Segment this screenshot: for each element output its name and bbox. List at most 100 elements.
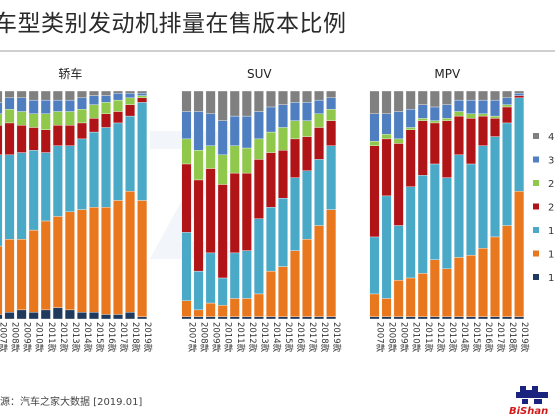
- bar-segment: [381, 298, 392, 317]
- bar-segment: [253, 316, 264, 320]
- bar-segment: [40, 99, 51, 114]
- bar-segment: [253, 218, 264, 295]
- bar-segment: [478, 248, 488, 317]
- bar-segment: [217, 305, 228, 317]
- bar-segment: [16, 239, 27, 311]
- bar-segment: [314, 159, 325, 226]
- panel-title: MPV: [434, 67, 461, 81]
- bar-segment: [137, 97, 148, 103]
- x-tick-label: 2015款: [94, 322, 105, 353]
- bar-segment: [113, 111, 123, 124]
- bar-segment: [417, 90, 428, 105]
- bar-segment: [89, 104, 99, 119]
- x-tick-label: 2019款: [142, 322, 153, 353]
- x-tick-label: 2019款: [519, 322, 530, 353]
- bar-segment: [265, 90, 276, 108]
- bar-segment: [28, 229, 39, 313]
- bar-segment: [490, 99, 500, 117]
- bar-segment: [52, 307, 63, 320]
- bar-segment: [265, 131, 276, 153]
- bar-segment: [265, 207, 276, 272]
- bar-segment: [369, 140, 380, 146]
- bar-segment: [40, 309, 51, 320]
- bar-segment: [393, 138, 404, 144]
- x-tick-label: 2007款: [375, 322, 386, 353]
- x-tick-label: 2010款: [411, 322, 422, 353]
- legend-swatch: [533, 274, 539, 280]
- bar-segment: [466, 254, 476, 317]
- bar-segment: [429, 120, 440, 124]
- x-tick-label: 2018款: [507, 322, 518, 353]
- bar-segment: [0, 113, 3, 126]
- legend-label: 1: [548, 226, 554, 237]
- bar-segment: [89, 90, 99, 96]
- bar-segment: [64, 90, 75, 101]
- bar-segment: [217, 90, 228, 121]
- bar-segment: [229, 252, 240, 299]
- bar-segment: [453, 111, 464, 117]
- bar-segment: [393, 280, 404, 317]
- bar-segment: [89, 311, 99, 320]
- bar-segment: [229, 145, 240, 174]
- bar-segment: [193, 150, 204, 181]
- bar-segment: [217, 154, 228, 185]
- bar-segment: [16, 152, 27, 240]
- bar-segment: [40, 90, 51, 101]
- bar-segment: [205, 252, 216, 304]
- bar-segment: [64, 211, 75, 311]
- bar-segment: [369, 316, 380, 320]
- x-tick-label: 2018款: [130, 322, 141, 353]
- legend-swatch: [533, 227, 539, 233]
- bar-segment: [466, 316, 476, 320]
- x-tick-label: 2017款: [307, 322, 318, 353]
- bar-segment: [514, 191, 525, 317]
- bar-segment: [369, 90, 380, 114]
- legend-label: 1: [548, 273, 554, 284]
- bar-segment: [52, 90, 63, 101]
- bar-segment: [76, 122, 87, 140]
- x-tick-label: 2007款: [187, 322, 198, 353]
- bar-segment: [393, 143, 404, 226]
- bar-segment: [40, 152, 51, 222]
- bar-segment: [181, 163, 192, 233]
- bar-segment: [326, 90, 337, 99]
- x-tick-label: 2014款: [271, 322, 282, 353]
- bar-segment: [441, 118, 452, 121]
- bar-segment: [369, 145, 380, 238]
- bar-segment: [28, 127, 39, 151]
- bar-segment: [369, 293, 380, 317]
- x-tick-label: 2009款: [399, 322, 410, 353]
- bar-segment: [181, 316, 192, 320]
- bar-segment: [278, 266, 288, 317]
- bar-segment: [453, 316, 464, 320]
- bar-segment: [4, 90, 15, 99]
- bar-segment: [514, 316, 525, 320]
- bar-segment: [502, 104, 513, 108]
- bar-segment: [369, 113, 380, 142]
- bar-segment: [514, 93, 525, 96]
- bar-segment: [193, 270, 204, 311]
- bar-segment: [16, 125, 27, 153]
- bar-segment: [429, 90, 440, 108]
- x-tick-label: 2008款: [199, 322, 210, 353]
- bar-segment: [40, 129, 51, 153]
- bar-segment: [113, 90, 123, 94]
- bar-segment: [429, 259, 440, 317]
- bar-segment: [453, 257, 464, 317]
- panel-title: SUV: [247, 67, 272, 81]
- bar-segment: [502, 106, 513, 124]
- bar-segment: [490, 90, 500, 101]
- bar-segment: [502, 90, 513, 99]
- bar-segment: [429, 122, 440, 165]
- bar-segment: [181, 300, 192, 317]
- x-tick-label: 2008款: [10, 322, 21, 353]
- bar-segment: [393, 316, 404, 320]
- legend-label: 3: [548, 156, 554, 167]
- x-tick-label: 2016款: [295, 322, 306, 353]
- bar-segment: [253, 90, 264, 112]
- bar-segment: [405, 277, 416, 317]
- bar-segment: [453, 115, 464, 156]
- bar-segment: [137, 316, 148, 320]
- bar-segment: [417, 175, 428, 274]
